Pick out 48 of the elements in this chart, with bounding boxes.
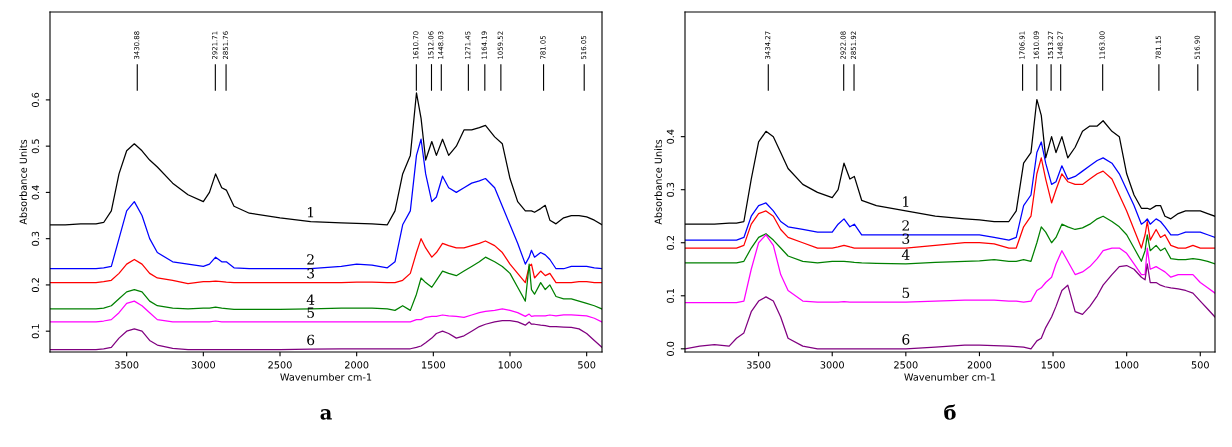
y-axis-title: Absorbance Units	[654, 139, 662, 225]
y-tick-label: 0.4	[31, 185, 40, 200]
x-tick-label: 2000	[345, 361, 369, 369]
series-label: 2	[307, 254, 314, 265]
x-tick-label: 2000	[967, 361, 992, 369]
y-tick-label: 0.0	[666, 341, 675, 356]
x-tick-label: 3000	[820, 361, 844, 369]
x-tick-label: 3500	[746, 361, 771, 369]
x-tick-label: 1000	[498, 361, 522, 369]
x-tick-label: 500	[1191, 361, 1209, 369]
line-series	[685, 215, 1215, 265]
y-axis-title: Absorbance Units	[19, 139, 27, 225]
y-tick-label: 0.2	[666, 235, 675, 250]
line-series	[685, 157, 1215, 249]
x-axis-title: Wavenumber cm-1	[280, 373, 372, 381]
x-tick-label: 500	[578, 361, 596, 369]
line-series	[50, 138, 602, 270]
y-tick-label: 0.4	[666, 129, 675, 144]
x-tick-label: 1000	[1115, 361, 1139, 369]
series-label: 4	[306, 294, 315, 305]
y-tick-label: 0.3	[666, 182, 675, 197]
x-tick-label: 1500	[1041, 361, 1065, 369]
series-label: 1	[903, 196, 909, 207]
series-label: 6	[902, 334, 910, 345]
line-series	[685, 234, 1215, 304]
series-label: 3	[307, 268, 315, 279]
line-series	[50, 238, 602, 285]
y-tick-label: 0.3	[31, 231, 40, 246]
y-tick-label: 0.6	[31, 92, 40, 107]
series-label: 2	[902, 220, 909, 231]
x-axis-title: Wavenumber cm-1	[904, 373, 996, 381]
y-tick-label: 0.5	[31, 139, 40, 154]
text: б	[944, 404, 956, 420]
series-label: 5	[307, 307, 315, 318]
series-label: 6	[307, 334, 315, 346]
series-label: 1	[307, 206, 314, 218]
x-tick-label: 2500	[268, 361, 292, 369]
x-tick-label: 2500	[894, 361, 918, 369]
x-tick-label: 1500	[422, 361, 446, 369]
series-label: 3	[902, 233, 910, 244]
series-label: 5	[902, 287, 910, 299]
text: а	[320, 409, 332, 420]
y-tick-label: 0.1	[666, 288, 675, 303]
x-tick-label: 3000	[191, 361, 216, 369]
y-tick-label: 0.2	[31, 278, 40, 293]
series-label: 4	[901, 249, 910, 260]
y-tick-label: 0.1	[31, 324, 40, 339]
x-tick-label: 3500	[115, 361, 139, 369]
